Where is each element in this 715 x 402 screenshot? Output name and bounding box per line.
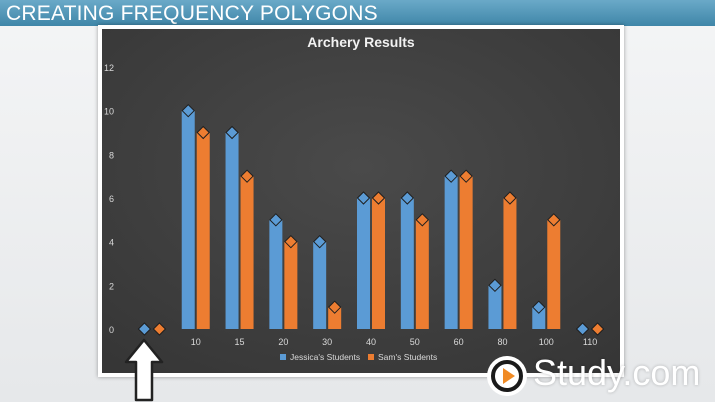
jessica-bar	[488, 285, 502, 329]
sam-marker	[240, 169, 254, 183]
legend-label-jessica: Jessica's Students	[290, 352, 360, 362]
sam-bar	[547, 219, 561, 329]
sam-bar	[503, 198, 517, 329]
sam-marker	[371, 191, 386, 205]
x-tick-label: 110	[583, 337, 597, 347]
sam-bar	[196, 132, 210, 329]
jessica-marker	[532, 300, 546, 314]
chart-title: Archery Results	[307, 34, 415, 50]
legend-swatch-jessica	[280, 354, 286, 360]
x-tick-label: 20	[278, 337, 288, 347]
jessica-bar	[181, 110, 195, 330]
jessica-marker	[575, 322, 590, 336]
jessica-bar	[225, 132, 239, 329]
sam-marker	[327, 300, 342, 314]
jessica-bar	[532, 307, 546, 329]
y-tick-label: 10	[104, 107, 114, 117]
jessica-bar	[357, 198, 370, 329]
sam-marker	[503, 191, 517, 205]
jessica-marker	[137, 322, 152, 336]
sam-marker	[284, 234, 298, 249]
slide-title: CREATING FREQUENCY POLYGONS	[6, 2, 378, 25]
y-tick-label: 6	[109, 194, 114, 204]
sam-bar	[415, 219, 429, 329]
sam-bar	[328, 307, 342, 329]
sam-marker	[547, 213, 561, 227]
x-tick-label: 60	[454, 337, 464, 347]
sam-marker	[152, 322, 167, 336]
sam-marker	[415, 213, 430, 227]
x-tick-label: 100	[539, 337, 554, 347]
y-tick-label: 4	[109, 238, 114, 248]
slide-header: CREATING FREQUENCY POLYGONS	[0, 0, 715, 26]
jessica-marker	[400, 191, 415, 205]
x-tick-label: 15	[235, 337, 245, 347]
sam-bar	[240, 176, 254, 329]
x-tick-label: 40	[366, 337, 376, 347]
archery-results-chart: Archery Results 0 2 4 6 8 10 12 10 15 20 30 40 50 60…	[102, 29, 620, 373]
sam-marker	[196, 125, 210, 140]
play-icon	[487, 356, 527, 396]
jessica-marker	[181, 103, 195, 118]
jessica-bar	[400, 198, 414, 329]
sam-marker	[459, 169, 473, 183]
jessica-marker	[444, 169, 458, 183]
jessica-marker	[356, 191, 371, 205]
logo-text: Study.com	[533, 352, 701, 393]
sam-bar	[459, 176, 473, 329]
sam-bar	[284, 241, 298, 329]
legend-swatch-sam	[368, 354, 374, 360]
up-arrow-icon	[124, 338, 164, 402]
legend-label-sam: Sam's Students	[378, 352, 437, 362]
x-tick-label: 10	[191, 337, 201, 347]
jessica-marker	[269, 213, 283, 227]
jessica-marker	[488, 278, 502, 293]
x-tick-label: 30	[322, 337, 332, 347]
study-com-logo: Study.com	[487, 352, 711, 398]
jessica-bar	[313, 241, 327, 329]
y-tick-label: 12	[104, 63, 114, 73]
x-tick-label: 50	[410, 337, 420, 347]
x-tick-label: 80	[497, 337, 507, 347]
sam-bar	[372, 198, 385, 329]
y-tick-label: 0	[109, 325, 114, 335]
y-tick-label: 2	[109, 281, 114, 291]
sam-marker	[590, 322, 605, 336]
jessica-marker	[312, 234, 327, 249]
jessica-marker	[225, 125, 239, 140]
y-tick-label: 8	[109, 150, 114, 160]
jessica-bar	[444, 176, 458, 329]
jessica-bar	[269, 219, 283, 329]
